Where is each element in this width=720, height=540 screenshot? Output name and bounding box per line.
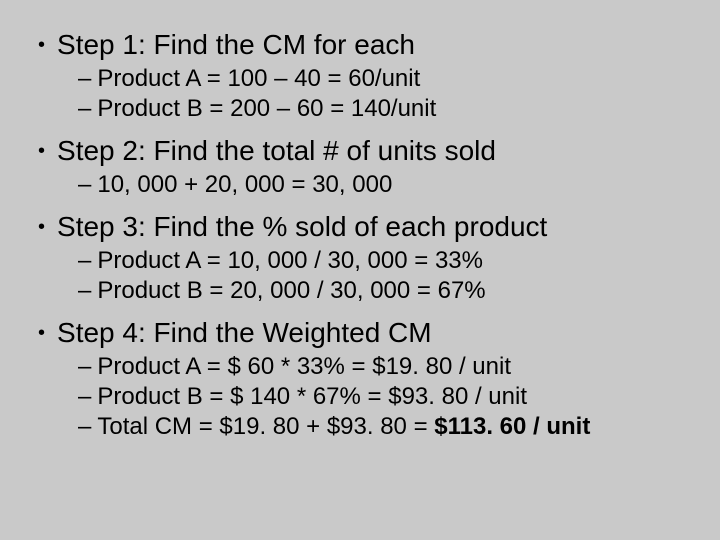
step-4-group: • Step 4: Find the Weighted CM – Product… [20, 316, 700, 442]
step-2-group: • Step 2: Find the total # of units sold… [20, 134, 700, 200]
step-4-sub-2: – Product B = $ 140 * 67% = $93. 80 / un… [78, 382, 700, 412]
dash-icon: – [78, 276, 91, 306]
step-4-sub-3-prefix: Total CM = $19. 80 + $93. 80 = [97, 413, 434, 440]
bullet-icon: • [38, 134, 45, 168]
step-1-sub-1-text: Product A = 100 – 40 = 60/unit [97, 64, 420, 94]
step-2-title: Step 2: Find the total # of units sold [57, 134, 496, 168]
step-2-sub-1-text: 10, 000 + 20, 000 = 30, 000 [97, 170, 392, 200]
dash-icon: – [78, 246, 91, 276]
dash-icon: – [78, 382, 91, 412]
dash-icon: – [78, 412, 91, 442]
step-4-sub-3-bold: $113. 60 / unit [434, 413, 590, 440]
step-1-sub-2: – Product B = 200 – 60 = 140/unit [78, 94, 700, 124]
step-1-sub-1: – Product A = 100 – 40 = 60/unit [78, 64, 700, 94]
bullet-icon: • [38, 210, 45, 244]
dash-icon: – [78, 94, 91, 124]
dash-icon: – [78, 64, 91, 94]
step-1-title: Step 1: Find the CM for each [57, 28, 415, 62]
bullet-icon: • [38, 28, 45, 62]
step-3-title: Step 3: Find the % sold of each product [57, 210, 547, 244]
step-3-group: • Step 3: Find the % sold of each produc… [20, 210, 700, 306]
step-4-sub-2-text: Product B = $ 140 * 67% = $93. 80 / unit [97, 382, 527, 412]
dash-icon: – [78, 352, 91, 382]
step-1: • Step 1: Find the CM for each [38, 28, 700, 62]
step-2: • Step 2: Find the total # of units sold [38, 134, 700, 168]
step-1-sub-2-text: Product B = 200 – 60 = 140/unit [97, 94, 436, 124]
step-3-sub-2-text: Product B = 20, 000 / 30, 000 = 67% [97, 276, 485, 306]
step-3-sub-2: – Product B = 20, 000 / 30, 000 = 67% [78, 276, 700, 306]
step-1-group: • Step 1: Find the CM for each – Product… [20, 28, 700, 124]
step-4-title: Step 4: Find the Weighted CM [57, 316, 432, 350]
bullet-icon: • [38, 316, 45, 350]
step-4: • Step 4: Find the Weighted CM [38, 316, 700, 350]
step-3-sub-1: – Product A = 10, 000 / 30, 000 = 33% [78, 246, 700, 276]
step-4-sub-1: – Product A = $ 60 * 33% = $19. 80 / uni… [78, 352, 700, 382]
step-2-sub-1: – 10, 000 + 20, 000 = 30, 000 [78, 170, 700, 200]
step-4-sub-3-text: Total CM = $19. 80 + $93. 80 = $113. 60 … [97, 412, 590, 442]
step-3: • Step 3: Find the % sold of each produc… [38, 210, 700, 244]
dash-icon: – [78, 170, 91, 200]
step-4-sub-1-text: Product A = $ 60 * 33% = $19. 80 / unit [97, 352, 511, 382]
step-4-sub-3: – Total CM = $19. 80 + $93. 80 = $113. 6… [78, 412, 700, 442]
step-3-sub-1-text: Product A = 10, 000 / 30, 000 = 33% [97, 246, 483, 276]
